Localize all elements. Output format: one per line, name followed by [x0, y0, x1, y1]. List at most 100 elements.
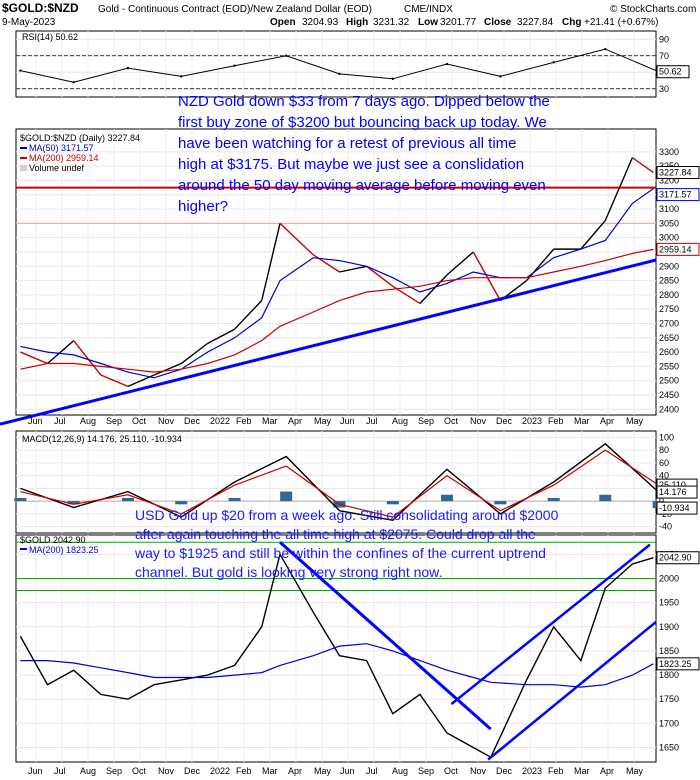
price-segment	[234, 300, 263, 330]
nzd-legend-title: $GOLD:$NZD (Daily) 3227.84	[20, 133, 140, 143]
panel-macd-frame	[15, 430, 657, 534]
macd-last-box	[656, 485, 698, 499]
macd-histogram-bar	[599, 494, 612, 502]
x-tick-label: Oct	[132, 766, 147, 776]
low-value: 3201.77	[440, 17, 477, 28]
x-tick-label: Jul	[54, 766, 66, 776]
x-tick-label: Dec	[496, 766, 513, 776]
y-tick-label: 3000	[659, 233, 679, 243]
rsi-point	[72, 80, 75, 84]
y-tick-label: 2400	[659, 404, 679, 414]
volume-legend: Volume undef	[29, 163, 85, 173]
x-tick-label: Dec	[496, 416, 513, 426]
price-segment	[100, 374, 129, 388]
x-tick-label: Jun	[28, 766, 43, 776]
rsi-point	[19, 69, 22, 72]
usd-ma200-legend: MA(200) 1823.25	[29, 545, 99, 555]
x-tick-label: Dec	[184, 766, 201, 776]
price-segment	[339, 265, 367, 273]
annotation-line: way to $1925 and still be within the con…	[134, 545, 546, 561]
channel-lower-line	[487, 620, 657, 761]
x-axes: Jun Jul Aug Sep Oct Nov Dec 2022 Feb Mar Apr May Jun…	[28, 416, 644, 776]
usd-last-value: 1823.25	[659, 659, 692, 669]
x-tick-label: Apr	[600, 766, 614, 776]
y-tick-label: 1850	[659, 646, 679, 656]
x-tick-label: May	[626, 416, 644, 426]
rsi-point	[338, 72, 341, 76]
y-tick-label: 70	[659, 51, 669, 61]
macd-histogram-bar	[175, 501, 188, 505]
macd-histogram-bar	[547, 497, 560, 502]
macd-line	[20, 442, 660, 522]
open-value: 3204.93	[302, 17, 339, 28]
rsi-last-box	[656, 65, 690, 79]
x-tick-label: May	[314, 766, 332, 776]
usd-ma200-line	[20, 643, 654, 688]
y-tick-label: 2900	[659, 261, 679, 271]
rsi-point	[499, 75, 502, 78]
close-label: Close	[484, 17, 512, 28]
last-value-box	[656, 166, 700, 180]
x-tick-label: Apr	[288, 766, 302, 776]
y-tick-label: 30	[659, 84, 669, 94]
y-tick-label: 2650	[659, 333, 679, 343]
volume-legend-swatch	[20, 165, 27, 171]
rsi-legend: RSI(14) 50.62	[22, 32, 78, 42]
price-segment	[153, 362, 182, 376]
price-segment	[526, 248, 555, 282]
annotation-line: high at $3175. But maybe we just see a c…	[178, 156, 524, 173]
macd-histogram-bar	[386, 501, 399, 505]
x-tick-label: Jul	[366, 416, 378, 426]
rsi-point	[604, 47, 607, 51]
x-tick-label: Nov	[470, 416, 487, 426]
x-tick-label: Feb	[548, 766, 564, 776]
panel-usd-frame	[15, 534, 657, 763]
y-tick-label: -40	[659, 522, 672, 532]
price-segment	[261, 223, 281, 301]
x-tick-label: Nov	[158, 416, 175, 426]
macd-legend: MACD(12,26,9) 14.176, 25.110, -10.934	[22, 434, 182, 444]
uptrend-line	[0, 258, 657, 426]
macd-histogram-bar	[67, 501, 80, 505]
price-segment	[180, 342, 208, 365]
x-tick-label: Jul	[54, 416, 66, 426]
y-tick-label: 3100	[659, 204, 679, 214]
rsi-point	[445, 62, 449, 66]
y-tick-label: 2800	[659, 290, 679, 300]
y-tick-label: 60	[659, 458, 669, 468]
ann-nzd-text: NZD Gold down $33 from 7 days ago. Dippe…	[178, 93, 550, 215]
macd-histogram-bar	[280, 491, 293, 502]
rsi-last-value: 50.62	[659, 67, 682, 77]
x-tick-label: Sep	[418, 416, 434, 426]
x-tick-label: Dec	[184, 416, 201, 426]
rsi-point	[391, 77, 395, 81]
y-tick-label: 2550	[659, 361, 679, 371]
y-tick-label: 2450	[659, 390, 679, 400]
date-label: 9-May-2023	[2, 17, 56, 28]
annotation-line: USD Gold up $20 from a week ago. Still c…	[135, 507, 559, 523]
symbol-title: $GOLD:$NZD	[2, 1, 79, 15]
macd-histogram-bar	[441, 494, 454, 502]
nzd-annotation: NZD Gold down $33 from 7 days ago. Dippe…	[178, 93, 550, 215]
x-tick-label: 2023	[522, 766, 542, 776]
y-tick-label: 90	[659, 34, 669, 44]
y-tick-label: 2600	[659, 347, 679, 357]
last-value-label: 3171.57	[659, 190, 692, 200]
last-value-box	[656, 188, 700, 202]
rsi-point	[552, 61, 555, 64]
last-value-label: 2959.14	[659, 244, 692, 254]
price-segment	[366, 265, 394, 287]
ma50-line	[20, 188, 654, 379]
y-tick-label: 2750	[659, 304, 679, 314]
x-tick-label: 2022	[210, 766, 230, 776]
symbol-description: Gold - Continuous Contract (EOD)/New Zea…	[98, 4, 372, 15]
ma50-legend: MA(50) 3171.57	[29, 143, 94, 153]
price-segment	[446, 251, 474, 276]
y-tick-label: 2000	[659, 573, 679, 583]
y-tick-label: 1950	[659, 598, 679, 608]
low-label: Low	[418, 17, 438, 28]
x-tick-label: Jun	[340, 416, 355, 426]
x-tick-label: Aug	[392, 766, 408, 776]
